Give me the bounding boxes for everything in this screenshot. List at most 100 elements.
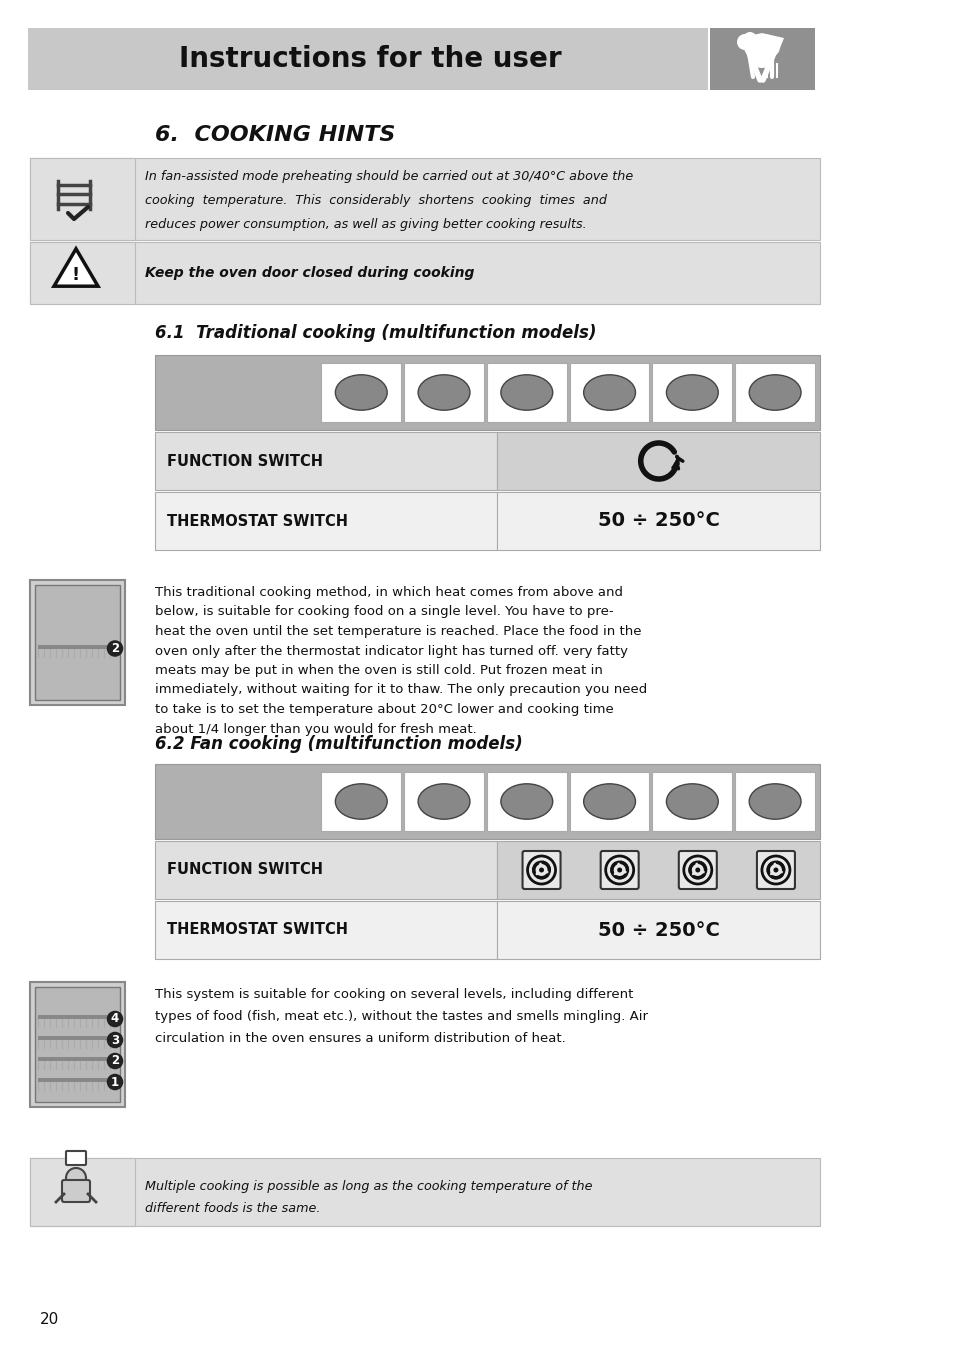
- Circle shape: [683, 856, 711, 884]
- Bar: [30, 1159, 135, 1226]
- Bar: [497, 900, 820, 959]
- Bar: [38, 1015, 117, 1019]
- Bar: [30, 158, 820, 241]
- Bar: [497, 492, 820, 550]
- Polygon shape: [54, 249, 98, 287]
- Bar: [735, 362, 814, 422]
- Bar: [569, 772, 649, 831]
- Bar: [652, 772, 732, 831]
- Text: meats may be put in when the oven is still cold. Put frozen meat in: meats may be put in when the oven is sti…: [154, 664, 602, 677]
- Ellipse shape: [583, 784, 635, 819]
- Text: In fan-assisted mode preheating should be carried out at 30/40°C above the: In fan-assisted mode preheating should b…: [145, 170, 633, 183]
- Ellipse shape: [583, 375, 635, 410]
- Bar: [154, 764, 820, 840]
- Bar: [30, 242, 135, 304]
- Bar: [35, 987, 120, 1102]
- Bar: [497, 433, 820, 489]
- Circle shape: [695, 868, 700, 872]
- Text: 6.  COOKING HINTS: 6. COOKING HINTS: [154, 124, 395, 145]
- Text: This system is suitable for cooking on several levels, including different: This system is suitable for cooking on s…: [154, 988, 633, 1000]
- Bar: [404, 772, 483, 831]
- Circle shape: [742, 32, 757, 46]
- Bar: [28, 28, 707, 91]
- Ellipse shape: [500, 375, 552, 410]
- Bar: [154, 433, 497, 489]
- Text: 50 ÷ 250°C: 50 ÷ 250°C: [598, 921, 719, 940]
- Circle shape: [538, 868, 543, 872]
- Circle shape: [527, 856, 555, 884]
- Text: oven only after the thermostat indicator light has turned off. very fatty: oven only after the thermostat indicator…: [154, 645, 627, 657]
- Text: 50 ÷ 250°C: 50 ÷ 250°C: [598, 511, 719, 530]
- FancyBboxPatch shape: [62, 1180, 90, 1202]
- Text: !: !: [71, 266, 80, 284]
- Text: Instructions for the user: Instructions for the user: [178, 45, 560, 73]
- Bar: [321, 772, 400, 831]
- FancyBboxPatch shape: [756, 850, 794, 890]
- Bar: [30, 158, 135, 241]
- Text: THERMOSTAT SWITCH: THERMOSTAT SWITCH: [167, 514, 348, 529]
- Polygon shape: [740, 32, 783, 49]
- Text: different foods is the same.: different foods is the same.: [145, 1202, 320, 1215]
- Ellipse shape: [335, 375, 387, 410]
- Bar: [154, 841, 497, 899]
- Bar: [652, 362, 732, 422]
- Ellipse shape: [417, 375, 470, 410]
- Bar: [30, 1159, 820, 1226]
- Bar: [38, 645, 117, 649]
- Circle shape: [773, 868, 778, 872]
- Text: 3: 3: [111, 1033, 119, 1046]
- Ellipse shape: [417, 784, 470, 819]
- Bar: [38, 1036, 117, 1040]
- Bar: [154, 900, 497, 959]
- Ellipse shape: [750, 54, 772, 68]
- Circle shape: [605, 856, 633, 884]
- Ellipse shape: [748, 375, 801, 410]
- Bar: [709, 28, 814, 91]
- Bar: [154, 356, 820, 430]
- Text: THERMOSTAT SWITCH: THERMOSTAT SWITCH: [167, 922, 348, 937]
- Bar: [30, 242, 820, 304]
- Text: about 1/4 longer than you would for fresh meat.: about 1/4 longer than you would for fres…: [154, 722, 476, 735]
- Text: types of food (fish, meat etc.), without the tastes and smells mingling. Air: types of food (fish, meat etc.), without…: [154, 1010, 647, 1023]
- Bar: [404, 362, 483, 422]
- Text: heat the oven until the set temperature is reached. Place the food in the: heat the oven until the set temperature …: [154, 625, 640, 638]
- Bar: [569, 362, 649, 422]
- Text: Keep the oven door closed during cooking: Keep the oven door closed during cooking: [145, 266, 474, 280]
- Text: FUNCTION SWITCH: FUNCTION SWITCH: [167, 863, 323, 877]
- Text: circulation in the oven ensures a uniform distribution of heat.: circulation in the oven ensures a unifor…: [154, 1032, 565, 1045]
- Circle shape: [737, 34, 752, 50]
- Text: 4: 4: [111, 1013, 119, 1026]
- Ellipse shape: [666, 784, 718, 819]
- FancyBboxPatch shape: [66, 1151, 86, 1165]
- Circle shape: [66, 1168, 86, 1188]
- Text: 2: 2: [111, 1055, 119, 1068]
- Bar: [709, 28, 814, 91]
- Text: 2: 2: [111, 642, 119, 654]
- Ellipse shape: [500, 784, 552, 819]
- Ellipse shape: [335, 784, 387, 819]
- FancyBboxPatch shape: [600, 850, 638, 890]
- Bar: [38, 1057, 117, 1061]
- Text: below, is suitable for cooking food on a single level. You have to pre-: below, is suitable for cooking food on a…: [154, 606, 613, 618]
- Bar: [735, 772, 814, 831]
- Circle shape: [761, 856, 789, 884]
- Ellipse shape: [748, 784, 801, 819]
- Text: immediately, without waiting for it to thaw. The only precaution you need: immediately, without waiting for it to t…: [154, 684, 646, 696]
- Ellipse shape: [743, 34, 780, 59]
- Bar: [30, 982, 125, 1107]
- Text: 1: 1: [111, 1075, 119, 1088]
- Text: 6.1  Traditional cooking (multifunction models): 6.1 Traditional cooking (multifunction m…: [154, 324, 596, 342]
- Text: cooking  temperature.  This  considerably  shortens  cooking  times  and: cooking temperature. This considerably s…: [145, 193, 606, 207]
- Text: FUNCTION SWITCH: FUNCTION SWITCH: [167, 453, 323, 469]
- Bar: [486, 362, 566, 422]
- Circle shape: [617, 868, 621, 872]
- Bar: [38, 1078, 117, 1082]
- Bar: [35, 585, 120, 700]
- Text: Multiple cooking is possible as long as the cooking temperature of the: Multiple cooking is possible as long as …: [145, 1180, 592, 1192]
- FancyBboxPatch shape: [522, 850, 560, 890]
- FancyBboxPatch shape: [679, 850, 716, 890]
- Text: 6.2 Fan cooking (multifunction models): 6.2 Fan cooking (multifunction models): [154, 735, 522, 753]
- Bar: [30, 580, 125, 704]
- Bar: [497, 841, 820, 899]
- Text: 20: 20: [40, 1313, 59, 1328]
